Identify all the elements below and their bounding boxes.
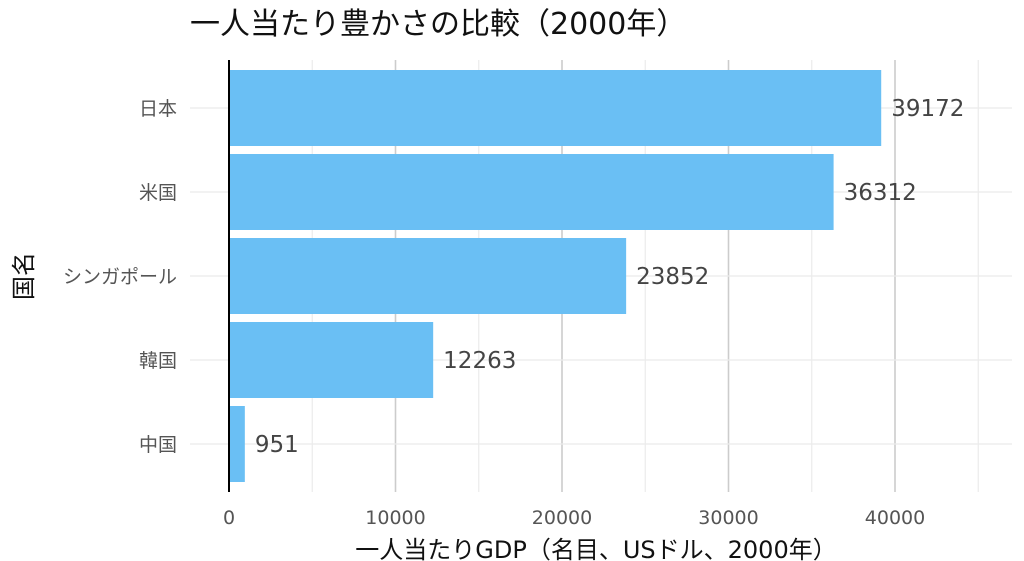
x-tick-label: 20000 bbox=[532, 507, 592, 529]
x-tick-label: 30000 bbox=[698, 507, 758, 529]
chart-title: 一人当たり豊かさの比較（2000年） bbox=[190, 7, 686, 42]
y-tick-label: 韓国 bbox=[139, 350, 177, 372]
y-tick-label: 中国 bbox=[139, 434, 177, 456]
data-label: 951 bbox=[255, 432, 299, 458]
x-tick-label: 40000 bbox=[865, 507, 925, 529]
y-tick-label: シンガポール bbox=[63, 266, 177, 288]
bar bbox=[229, 238, 627, 314]
data-label: 12263 bbox=[443, 348, 516, 374]
y-tick-label: 日本 bbox=[139, 98, 177, 120]
y-tick-label: 米国 bbox=[139, 182, 177, 204]
bar bbox=[229, 322, 434, 398]
y-axis-title: 国名 bbox=[10, 252, 38, 300]
data-labels: 39172 36312 23852 12263 951 bbox=[255, 96, 965, 458]
bar bbox=[229, 70, 882, 146]
data-label: 36312 bbox=[844, 180, 917, 206]
x-tick-label: 10000 bbox=[365, 507, 425, 529]
data-label: 23852 bbox=[636, 264, 709, 290]
data-label: 39172 bbox=[891, 96, 964, 122]
bars bbox=[229, 70, 882, 482]
bar bbox=[229, 406, 245, 482]
x-axis-ticks: 0 10000 20000 30000 40000 bbox=[223, 507, 925, 529]
bar bbox=[229, 154, 834, 230]
x-tick-label: 0 bbox=[223, 507, 235, 529]
x-axis-title: 一人当たりGDP（名目、USドル、2000年） bbox=[355, 536, 836, 561]
